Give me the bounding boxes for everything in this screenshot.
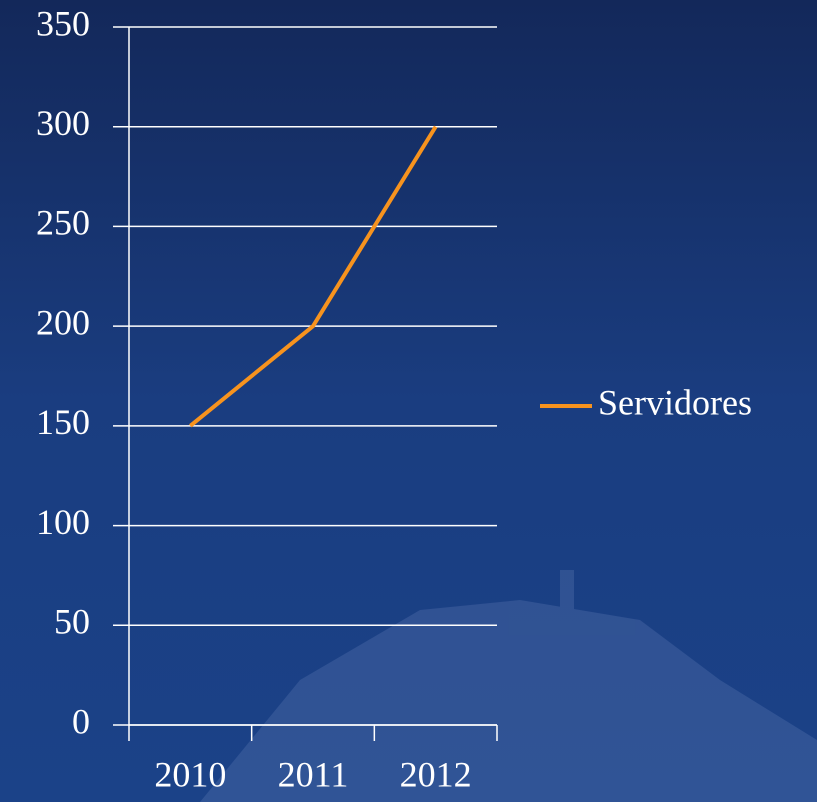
y-tick-label: 50 — [54, 602, 90, 642]
legend-label: Servidores — [598, 382, 752, 422]
y-tick-label: 200 — [36, 302, 90, 342]
y-tick-label: 100 — [36, 502, 90, 542]
x-tick-label: 2010 — [154, 754, 226, 794]
chart: 0 50 100 150 200 250 300 350 2010 2011 2012 Servido… — [0, 0, 817, 802]
y-tick-label: 250 — [36, 203, 90, 243]
y-tick-label: 300 — [36, 103, 90, 143]
y-tick-label: 0 — [72, 701, 90, 741]
y-tick-label: 350 — [36, 3, 90, 43]
x-tick-label: 2011 — [278, 754, 349, 794]
y-tick-label: 150 — [36, 402, 90, 442]
x-tick-label: 2012 — [400, 754, 472, 794]
